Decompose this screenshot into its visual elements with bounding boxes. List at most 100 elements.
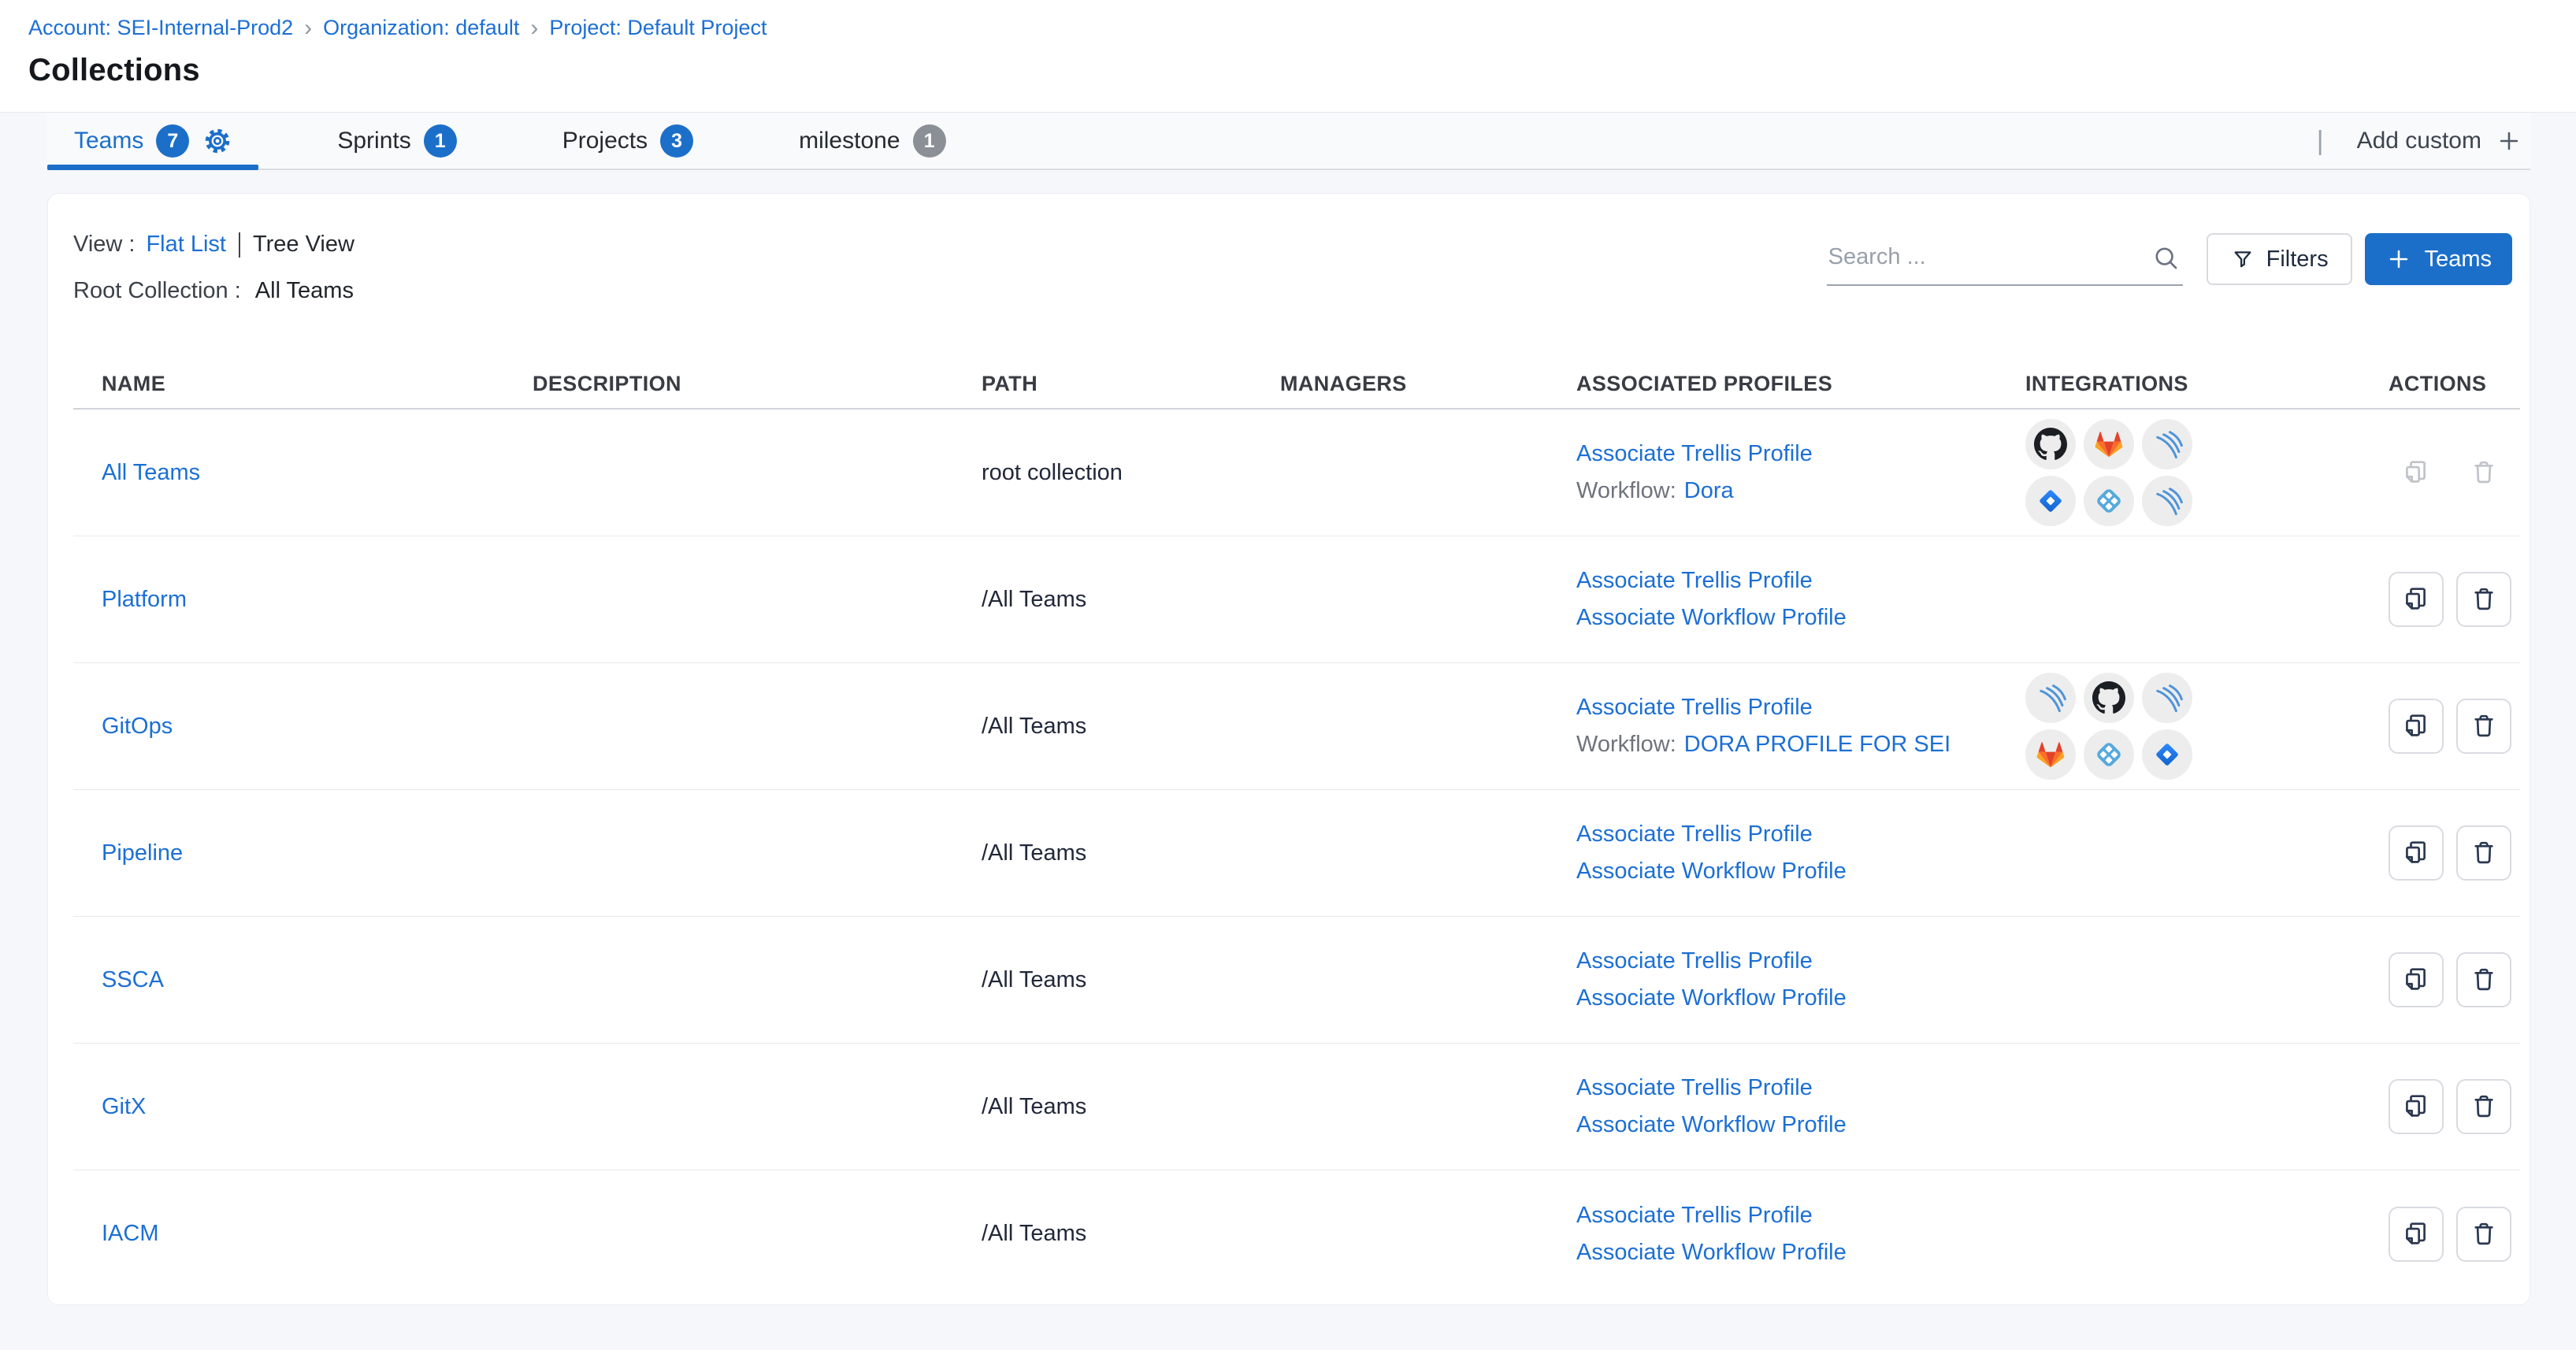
search-icon xyxy=(2151,243,2181,277)
copy-collection-button[interactable] xyxy=(2389,825,2444,881)
collection-name-link[interactable]: All Teams xyxy=(102,459,201,485)
column-header-name: NAME xyxy=(102,371,166,395)
collection-name-link[interactable]: Pipeline xyxy=(102,840,184,866)
tab-list: Teams 7 Sprints 1 Projects 3 milestone 1 xyxy=(47,113,1025,170)
collections-table: NAME DESCRIPTION PATH MANAGERS ASSOCIATED PR… xyxy=(73,359,2520,1297)
tab-label: Projects xyxy=(562,128,648,154)
associated-profiles-cell: Associate Trellis Profile Workflow: DORA P… xyxy=(1576,695,2025,758)
diamond-grid-icon xyxy=(2084,476,2134,526)
divider: | xyxy=(2316,125,2324,156)
breadcrumb-link[interactable]: Organization: default xyxy=(323,16,520,39)
associated-profiles-cell: Associate Trellis Profile Associate Workf… xyxy=(1576,948,2025,1011)
column-header-integrations: INTEGRATIONS xyxy=(2025,371,2188,395)
collection-name-link[interactable]: GitOps xyxy=(102,713,173,739)
associate-trellis-profile-link[interactable]: Associate Trellis Profile xyxy=(1576,1202,1813,1228)
view-options: Flat List Tree View xyxy=(146,232,354,258)
active-tab-underline xyxy=(47,165,259,170)
associate-workflow-profile-link[interactable]: Associate Workflow Profile xyxy=(1576,1112,1847,1137)
copy-collection-button[interactable] xyxy=(2389,572,2444,627)
toolbar-actions: Filters Teams xyxy=(1826,232,2512,286)
name-cell: Platform xyxy=(102,587,533,613)
root-collection-row: Root Collection : All Teams xyxy=(48,258,2530,304)
filters-button[interactable]: Filters xyxy=(2206,233,2352,285)
workflow-profile-line: Workflow: Dora xyxy=(1576,478,2025,504)
associate-trellis-profile-link[interactable]: Associate Trellis Profile xyxy=(1576,1075,1813,1100)
view-option-tree-view[interactable]: Tree View xyxy=(252,232,354,257)
table-row: GitX/All Teams Associate Trellis Profile A… xyxy=(73,1044,2520,1170)
name-cell: IACM xyxy=(102,1221,533,1247)
workflow-profile-line: Associate Workflow Profile xyxy=(1576,1240,2025,1266)
breadcrumb-link[interactable]: Project: Default Project xyxy=(549,16,767,39)
associate-workflow-profile-link[interactable]: Associate Workflow Profile xyxy=(1576,859,1847,884)
view-label: View : xyxy=(73,232,135,257)
filter-icon xyxy=(2230,247,2255,272)
delete-collection-button[interactable] xyxy=(2456,825,2511,881)
tab-count-badge: 1 xyxy=(912,124,946,158)
delete-collection-button[interactable] xyxy=(2456,952,2511,1007)
copy-collection-button[interactable] xyxy=(2389,952,2444,1007)
name-cell: GitOps xyxy=(102,714,533,740)
integrations-cell xyxy=(2025,419,2389,526)
workflow-profile-link[interactable]: DORA PROFILE FOR SEI xyxy=(1683,732,1951,757)
associate-trellis-profile-link[interactable]: Associate Trellis Profile xyxy=(1576,948,1813,974)
search-box xyxy=(1826,232,2183,286)
arcs-icon xyxy=(2142,673,2192,723)
actions-cell xyxy=(2389,952,2520,1007)
column-header-path: PATH xyxy=(982,371,1038,395)
content-card: View : Flat List Tree View Root Collectio… xyxy=(47,193,2530,1305)
integrations-cell xyxy=(2025,673,2389,780)
table-body: All Teams root collection Associate Trelli… xyxy=(73,410,2520,1297)
delete-collection-button[interactable] xyxy=(2456,1206,2511,1262)
associate-workflow-profile-link[interactable]: Associate Workflow Profile xyxy=(1576,605,1847,630)
tab-milestone[interactable]: milestone 1 xyxy=(772,113,972,169)
associate-trellis-profile-link[interactable]: Associate Trellis Profile xyxy=(1576,695,1813,720)
column-header-associated-profiles: ASSOCIATED PROFILES xyxy=(1576,371,1833,395)
integration-row xyxy=(2025,419,2389,469)
breadcrumb: Account: SEI-Internal-Prod2 › Organization… xyxy=(28,16,2576,40)
associate-trellis-profile-link[interactable]: Associate Trellis Profile xyxy=(1576,821,1813,847)
trellis-profile-line: Associate Trellis Profile xyxy=(1576,695,2025,721)
collection-name-link[interactable]: Platform xyxy=(102,586,187,612)
copy-collection-button[interactable] xyxy=(2389,1206,2444,1262)
associate-trellis-profile-link[interactable]: Associate Trellis Profile xyxy=(1576,441,1813,466)
tab-label: milestone xyxy=(799,128,900,154)
toolbar: View : Flat List Tree View Root Collectio… xyxy=(48,194,2530,359)
column-header-managers: MANAGERS xyxy=(1280,371,1407,395)
associated-profiles-cell: Associate Trellis Profile Associate Workf… xyxy=(1576,568,2025,631)
tab-sprints[interactable]: Sprints 1 xyxy=(310,113,483,169)
workflow-profile-link[interactable]: Dora xyxy=(1683,478,1734,503)
delete-collection-button[interactable] xyxy=(2456,572,2511,627)
associate-trellis-profile-link[interactable]: Associate Trellis Profile xyxy=(1576,568,1813,593)
trellis-profile-line: Associate Trellis Profile xyxy=(1576,948,2025,974)
copy-collection-button[interactable] xyxy=(2389,699,2444,754)
arcs-icon xyxy=(2025,673,2076,723)
breadcrumb-separator: › xyxy=(304,15,313,41)
breadcrumb-link[interactable]: Account: SEI-Internal-Prod2 xyxy=(28,16,294,39)
add-custom-button[interactable]: | Add custom xyxy=(2317,126,2530,157)
filters-button-label: Filters xyxy=(2266,246,2329,272)
trellis-profile-line: Associate Trellis Profile xyxy=(1576,1203,2025,1229)
collection-name-link[interactable]: SSCA xyxy=(102,966,164,992)
associate-workflow-profile-link[interactable]: Associate Workflow Profile xyxy=(1576,985,1847,1011)
plus-icon xyxy=(2496,128,2522,154)
tab-projects[interactable]: Projects 3 xyxy=(536,113,720,169)
copy-collection-button[interactable] xyxy=(2389,1079,2444,1134)
table-header-row: NAME DESCRIPTION PATH MANAGERS ASSOCIATED PR… xyxy=(73,359,2520,410)
add-custom-label: Add custom xyxy=(2356,128,2481,154)
view-option-flat-list[interactable]: Flat List xyxy=(146,232,226,257)
actions-cell xyxy=(2389,825,2520,881)
collection-name-link[interactable]: IACM xyxy=(102,1221,159,1246)
tab-teams[interactable]: Teams 7 xyxy=(47,113,259,170)
collection-name-link[interactable]: GitX xyxy=(102,1093,147,1119)
gitlab-icon xyxy=(2025,729,2076,780)
associate-workflow-profile-link[interactable]: Associate Workflow Profile xyxy=(1576,1239,1847,1265)
add-teams-button-label: Teams xyxy=(2424,246,2492,272)
search-input[interactable] xyxy=(1826,232,2145,281)
column-header-actions: ACTIONS xyxy=(2389,371,2487,395)
arcs-icon xyxy=(2142,419,2192,469)
gear-icon[interactable] xyxy=(203,127,232,155)
add-teams-button[interactable]: Teams xyxy=(2364,233,2512,285)
delete-collection-button[interactable] xyxy=(2456,699,2511,754)
delete-collection-button[interactable] xyxy=(2456,1079,2511,1134)
copy-collection-button xyxy=(2389,445,2444,500)
